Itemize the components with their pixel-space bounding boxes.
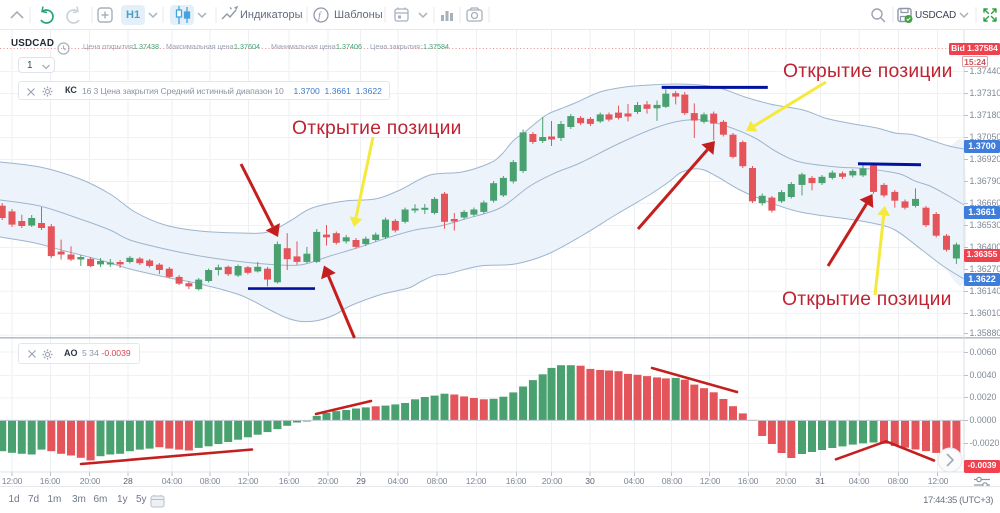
svg-text:f: f	[318, 11, 322, 22]
